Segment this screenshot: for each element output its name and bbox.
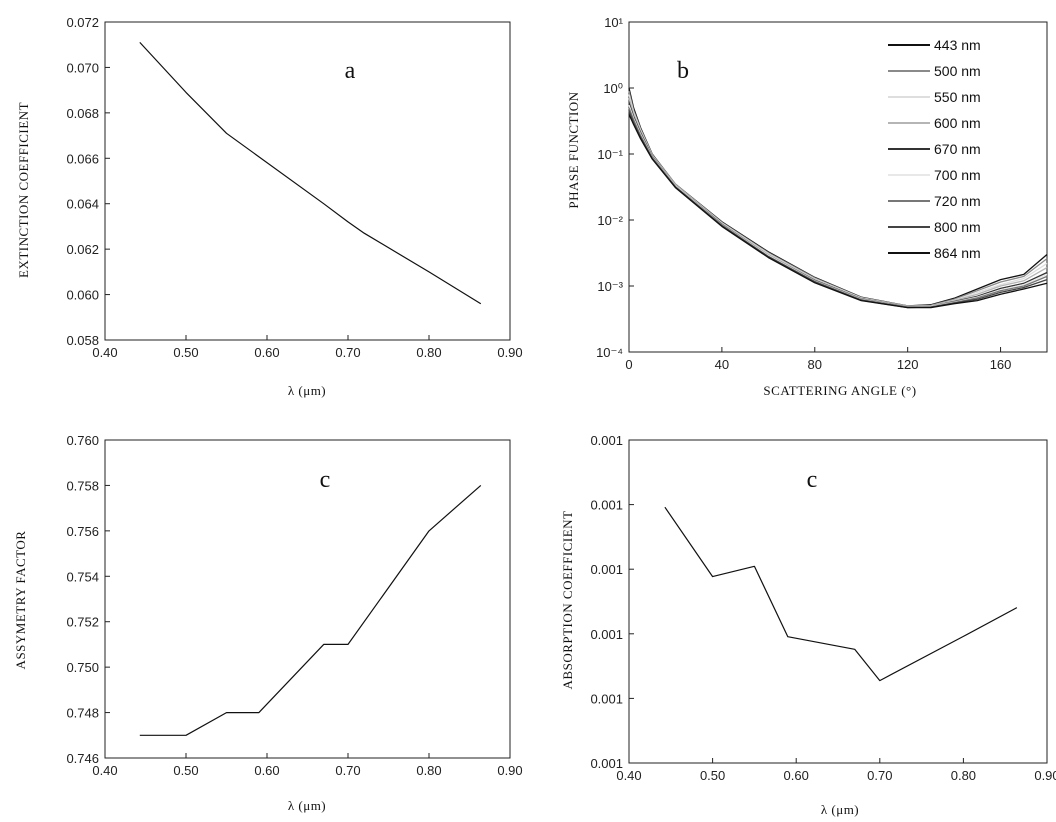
x-tick-label: 0.90: [497, 763, 522, 778]
panel-3: 0.40 0.50 0.60 0.70 0.80 0.90 0.746 0.748 0.750 0…: [13, 433, 523, 813]
y-tick-label: 0.066: [66, 151, 99, 166]
panel-2: 0 40 80 120 160 10⁻⁴ 10⁻³ 10⁻² 10⁻¹ 10⁰ 10¹ SCATTER…: [566, 15, 1048, 398]
x-tick-label: 0.60: [784, 768, 809, 783]
legend-label: 720 nm: [934, 193, 981, 209]
y-tick-label: 0.064: [66, 197, 99, 212]
series-line: [139, 484, 482, 736]
y-tick-label: 10⁻²: [597, 213, 623, 228]
panel-letter: a: [345, 58, 356, 84]
x-tick-label: 0.90: [497, 345, 522, 360]
x-tick-label: 0.50: [700, 768, 725, 783]
x-axis-label: SCATTERING ANGLE (°): [763, 383, 916, 398]
legend-label: 500 nm: [934, 63, 981, 79]
y-tick-label: 0.001: [590, 562, 623, 577]
y-tick-label: 0.062: [66, 242, 99, 257]
x-tick-label: 0.70: [335, 345, 360, 360]
y-tick-label: 0.750: [66, 660, 99, 675]
series-line: [628, 104, 1048, 308]
panel-letter: c: [807, 467, 818, 493]
series-line: [628, 110, 1048, 309]
y-tick-label: 0.746: [66, 751, 99, 766]
x-tick-label: 0.50: [173, 763, 198, 778]
panel-4: 0.40 0.50 0.60 0.70 0.80 0.90 0.001 0.001 0.001 0…: [560, 433, 1056, 817]
x-tick-label: 0.90: [1034, 768, 1056, 783]
x-tick-label: 0.40: [616, 768, 641, 783]
plot-frame: [628, 439, 1048, 764]
y-tick-label: 0.001: [590, 691, 623, 706]
legend: 443 nm 500 nm 550 nm 600 nm 670 nm 700 nm 720 …: [888, 37, 981, 261]
y-tick-label: 0.060: [66, 288, 99, 303]
y-tick-label: 0.070: [66, 60, 99, 75]
x-tick-label: 0.40: [92, 345, 117, 360]
panel-letter: c: [320, 467, 331, 493]
x-tick-label: 80: [808, 357, 822, 372]
plot-frame: [628, 21, 1048, 353]
legend-label: 600 nm: [934, 115, 981, 131]
y-tick-label: 0.068: [66, 106, 99, 121]
panel-letter: b: [677, 58, 689, 84]
y-tick-label: 0.748: [66, 706, 99, 721]
x-tick-label: 0: [625, 357, 632, 372]
x-tick-label: 120: [897, 357, 919, 372]
legend-label: 443 nm: [934, 37, 981, 53]
y-axis-label: ABSORPTION COEFFICIENT: [560, 511, 575, 690]
x-axis-label: λ (μm): [821, 802, 859, 817]
y-tick-label: 0.760: [66, 433, 99, 448]
x-tick-label: 0.50: [173, 345, 198, 360]
x-tick-label: 0.80: [416, 763, 441, 778]
plot-frame: [104, 439, 511, 759]
y-tick-label: 10⁰: [603, 81, 623, 96]
y-axis-label: PHASE FUNCTION: [566, 91, 581, 208]
x-tick-label: 40: [715, 357, 729, 372]
y-axis-label: EXTINCTION COEFFICIENT: [16, 102, 31, 278]
y-tick-label: 10⁻¹: [597, 147, 623, 162]
series-line: [628, 107, 1048, 308]
y-tick-label: 0.001: [590, 627, 623, 642]
x-tick-label: 0.70: [867, 768, 892, 783]
plot-frame: [104, 21, 511, 341]
y-tick-label: 0.754: [66, 569, 99, 584]
legend-label: 550 nm: [934, 89, 981, 105]
x-tick-label: 0.60: [254, 345, 279, 360]
y-tick-label: 0.758: [66, 478, 99, 493]
y-tick-label: 10⁻⁴: [596, 345, 623, 360]
x-tick-label: 0.60: [254, 763, 279, 778]
legend-label: 670 nm: [934, 141, 981, 157]
legend-label: 864 nm: [934, 245, 981, 261]
y-axis-label: ASSYMETRY FACTOR: [13, 531, 28, 670]
y-tick-label: 0.001: [590, 756, 623, 771]
y-tick-label: 10¹: [604, 15, 623, 30]
y-tick-label: 0.001: [590, 498, 623, 513]
x-tick-label: 0.70: [335, 763, 360, 778]
series-line: [664, 506, 1018, 682]
x-tick-label: 0.80: [416, 345, 441, 360]
panel-1: 0.40 0.50 0.60 0.70 0.80 0.90 0.058 0.060 0.062 0…: [16, 15, 523, 398]
x-tick-label: 0.40: [92, 763, 117, 778]
series-line: [628, 102, 1048, 308]
y-tick-label: 10⁻³: [597, 279, 623, 294]
legend-label: 800 nm: [934, 219, 981, 235]
series-line: [628, 114, 1048, 309]
x-tick-label: 0.80: [951, 768, 976, 783]
legend-label: 700 nm: [934, 167, 981, 183]
y-tick-label: 0.001: [590, 433, 623, 448]
series-line: [139, 41, 482, 305]
y-tick-label: 0.752: [66, 615, 99, 630]
series-line: [628, 98, 1048, 308]
x-axis-label: λ (μm): [288, 383, 326, 398]
x-tick-label: 160: [990, 357, 1012, 372]
y-tick-label: 0.756: [66, 524, 99, 539]
y-tick-label: 0.058: [66, 333, 99, 348]
y-tick-label: 0.072: [66, 15, 99, 30]
x-axis-label: λ (μm): [288, 798, 326, 813]
